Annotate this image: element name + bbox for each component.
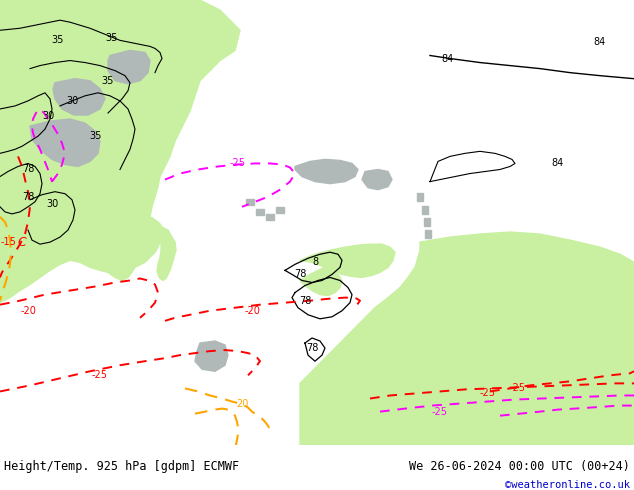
Polygon shape bbox=[195, 341, 228, 371]
Text: -25: -25 bbox=[92, 370, 108, 380]
Text: 8: 8 bbox=[312, 257, 318, 268]
Polygon shape bbox=[300, 268, 342, 295]
Text: 78: 78 bbox=[299, 295, 311, 306]
Polygon shape bbox=[300, 244, 395, 277]
Text: -25: -25 bbox=[510, 383, 526, 393]
Polygon shape bbox=[108, 50, 150, 84]
Polygon shape bbox=[424, 218, 430, 226]
Text: Height/Temp. 925 hPa [gdpm] ECMWF: Height/Temp. 925 hPa [gdpm] ECMWF bbox=[4, 460, 239, 473]
Polygon shape bbox=[295, 159, 358, 184]
Text: 35: 35 bbox=[102, 76, 114, 86]
Text: 84: 84 bbox=[594, 37, 606, 48]
Polygon shape bbox=[422, 206, 428, 214]
Polygon shape bbox=[266, 214, 274, 220]
Polygon shape bbox=[157, 227, 176, 280]
Polygon shape bbox=[246, 199, 254, 205]
Text: C: C bbox=[18, 236, 27, 248]
Text: 84: 84 bbox=[552, 158, 564, 169]
Text: 78: 78 bbox=[306, 343, 318, 353]
Text: 78: 78 bbox=[22, 192, 34, 202]
Polygon shape bbox=[417, 193, 423, 201]
Text: 35: 35 bbox=[89, 131, 101, 141]
Polygon shape bbox=[0, 147, 18, 270]
Text: 84: 84 bbox=[442, 53, 454, 64]
Polygon shape bbox=[276, 207, 284, 213]
Text: 78: 78 bbox=[294, 270, 306, 279]
Text: We 26-06-2024 00:00 UTC (00+24): We 26-06-2024 00:00 UTC (00+24) bbox=[409, 460, 630, 473]
Text: 78: 78 bbox=[22, 165, 34, 174]
Polygon shape bbox=[53, 79, 105, 115]
Text: -25: -25 bbox=[230, 158, 246, 169]
Polygon shape bbox=[0, 0, 240, 303]
Text: -15: -15 bbox=[0, 237, 16, 247]
Polygon shape bbox=[256, 209, 264, 215]
Text: ©weatheronline.co.uk: ©weatheronline.co.uk bbox=[505, 480, 630, 490]
Polygon shape bbox=[362, 170, 392, 190]
Text: 30: 30 bbox=[46, 199, 58, 209]
Text: -25: -25 bbox=[480, 389, 496, 398]
Text: 35: 35 bbox=[106, 33, 118, 43]
Polygon shape bbox=[30, 119, 100, 167]
Text: -20: -20 bbox=[20, 306, 36, 316]
Polygon shape bbox=[425, 230, 431, 238]
Polygon shape bbox=[133, 217, 163, 268]
Text: 20: 20 bbox=[236, 398, 248, 409]
Text: 30: 30 bbox=[66, 96, 78, 106]
Text: 30: 30 bbox=[42, 111, 54, 121]
Text: -20: -20 bbox=[244, 306, 260, 316]
Polygon shape bbox=[300, 232, 634, 445]
Text: -25: -25 bbox=[432, 407, 448, 416]
Text: 35: 35 bbox=[52, 35, 64, 46]
